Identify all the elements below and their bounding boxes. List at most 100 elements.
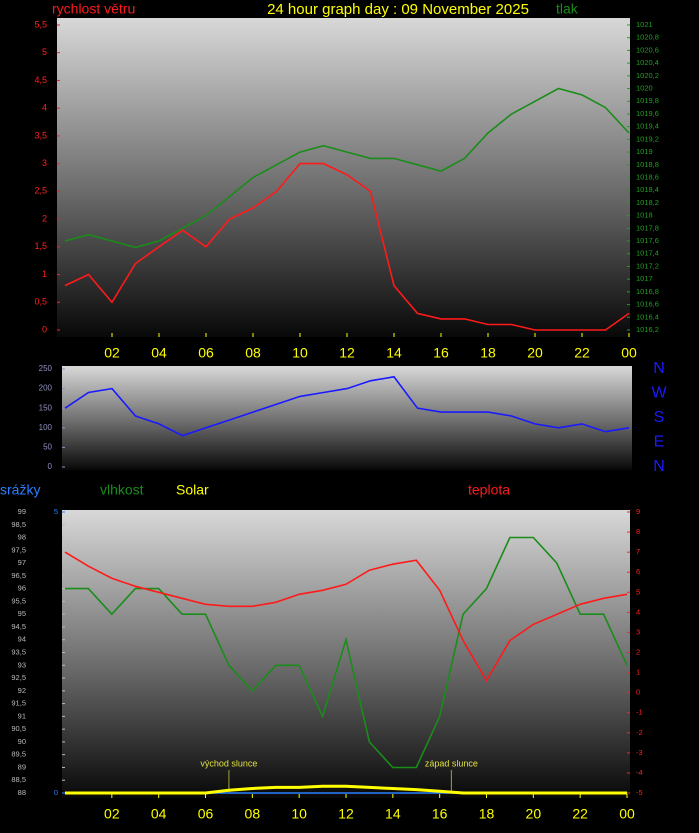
series-line <box>64 162 630 331</box>
x-tick-label: 18 <box>479 806 495 822</box>
legend-label: Solar <box>176 482 209 498</box>
direction-label: N <box>653 458 665 475</box>
y2-tick-label: -5 <box>636 788 643 797</box>
direction-label: S <box>654 409 665 426</box>
y-tick-label: 98,5 <box>11 520 26 529</box>
y2-tick-label: 1021 <box>636 20 653 29</box>
y2-tick-label: 1018,8 <box>636 160 659 169</box>
y-tick-label: 88,5 <box>11 775 26 784</box>
y-tick-label: 90,5 <box>11 724 26 733</box>
x-tick-label: 18 <box>480 345 496 361</box>
y3-tick-label: 5 <box>54 507 58 516</box>
y-tick-label: 2,5 <box>34 186 47 196</box>
y-tick-label: 100 <box>39 423 53 432</box>
x-tick-label: 14 <box>385 806 401 822</box>
y-tick-label: 88 <box>18 788 26 797</box>
y-tick-label: 2 <box>42 213 47 223</box>
y-tick-label: 3,5 <box>34 130 47 140</box>
y2-tick-label: 2 <box>636 647 640 656</box>
y2-tick-label: 1017,2 <box>636 261 659 270</box>
y2-tick-label: 1018,4 <box>636 185 659 194</box>
y-tick-label: 94 <box>18 635 26 644</box>
series-line <box>64 375 630 437</box>
legend-label: teplota <box>468 482 510 498</box>
x-tick-label: 06 <box>198 345 214 361</box>
y-tick-label: 97 <box>18 558 26 567</box>
x-tick-label: 02 <box>104 806 120 822</box>
y2-tick-label: 1 <box>636 668 640 677</box>
legend-label: srážky <box>0 482 40 498</box>
y2-tick-label: 1017,6 <box>636 236 659 245</box>
x-tick-label: 16 <box>433 345 449 361</box>
y-tick-label: 150 <box>39 403 53 412</box>
y2-tick-label: 1017,8 <box>636 223 659 232</box>
y2-tick-label: 1019,6 <box>636 109 659 118</box>
y2-tick-label: 1016,4 <box>636 312 659 321</box>
series-line <box>64 551 628 683</box>
x-tick-label: 10 <box>291 806 307 822</box>
y-tick-label: 94,5 <box>11 622 26 631</box>
y-tick-label: 50 <box>43 443 52 452</box>
x-tick-label: 12 <box>338 806 354 822</box>
y2-tick-label: 5 <box>636 587 640 596</box>
y-tick-label: 91 <box>18 711 26 720</box>
y-tick-label: 96,5 <box>11 571 26 580</box>
y2-tick-label: -4 <box>636 768 643 777</box>
y3-tick-label: 0 <box>54 788 58 797</box>
series-line <box>65 784 627 795</box>
y-tick-label: 5,5 <box>34 19 47 29</box>
y2-tick-label: 9 <box>636 507 640 516</box>
y-tick-label: 92 <box>18 686 26 695</box>
plot-area <box>62 510 630 798</box>
x-tick-label: 16 <box>432 806 448 822</box>
legend-label: vlhkost <box>100 482 144 498</box>
y-tick-label: 1,5 <box>34 241 47 251</box>
y2-tick-label: -1 <box>636 708 643 717</box>
y2-tick-label: 1019,4 <box>636 122 659 131</box>
y2-tick-label: 1020,8 <box>636 33 659 42</box>
x-tick-label: 14 <box>386 345 402 361</box>
y2-tick-label: 1017,4 <box>636 249 659 258</box>
y-tick-label: 4 <box>42 103 47 113</box>
y-tick-label: 4,5 <box>34 75 47 85</box>
y2-tick-label: -2 <box>636 728 643 737</box>
y-tick-label: 93,5 <box>11 647 26 656</box>
x-tick-label: 20 <box>526 806 542 822</box>
x-tick-label: 12 <box>339 345 355 361</box>
x-tick-label: 00 <box>621 345 637 361</box>
legend-label: tlak <box>556 1 579 17</box>
y-tick-label: 97,5 <box>11 545 26 554</box>
y2-tick-label: 1018 <box>636 211 653 220</box>
annotation: západ slunce <box>425 758 478 768</box>
y2-tick-label: 1019,2 <box>636 134 659 143</box>
direction-label: W <box>651 385 667 402</box>
y2-tick-label: 7 <box>636 547 640 556</box>
x-tick-label: 04 <box>151 806 167 822</box>
y-tick-label: 95,5 <box>11 596 26 605</box>
x-tick-label: 10 <box>292 345 308 361</box>
y-tick-label: 89,5 <box>11 750 26 759</box>
y-tick-label: 90 <box>18 737 26 746</box>
y-tick-label: 95 <box>18 609 26 618</box>
plot-area <box>62 366 632 470</box>
legend-label: rychlost větru <box>52 1 135 17</box>
y-tick-label: 93 <box>18 660 26 669</box>
y-tick-label: 98 <box>18 533 26 542</box>
y-tick-label: 250 <box>39 364 53 373</box>
series-line <box>65 536 628 769</box>
y-tick-label: 96 <box>18 584 26 593</box>
y-tick-label: 91,5 <box>11 699 26 708</box>
direction-label: E <box>654 434 665 451</box>
annotation: východ slunce <box>200 758 257 768</box>
y2-tick-label: 1019,8 <box>636 96 659 105</box>
x-tick-label: 02 <box>104 345 120 361</box>
y2-tick-label: 1016,8 <box>636 287 659 296</box>
x-tick-label: 08 <box>245 345 261 361</box>
y-tick-label: 99 <box>18 507 26 516</box>
y2-tick-label: 0 <box>636 688 640 697</box>
x-tick-label: 06 <box>198 806 214 822</box>
y-tick-label: 1 <box>42 269 47 279</box>
y2-tick-label: 3 <box>636 627 640 636</box>
y-tick-label: 89 <box>18 762 26 771</box>
